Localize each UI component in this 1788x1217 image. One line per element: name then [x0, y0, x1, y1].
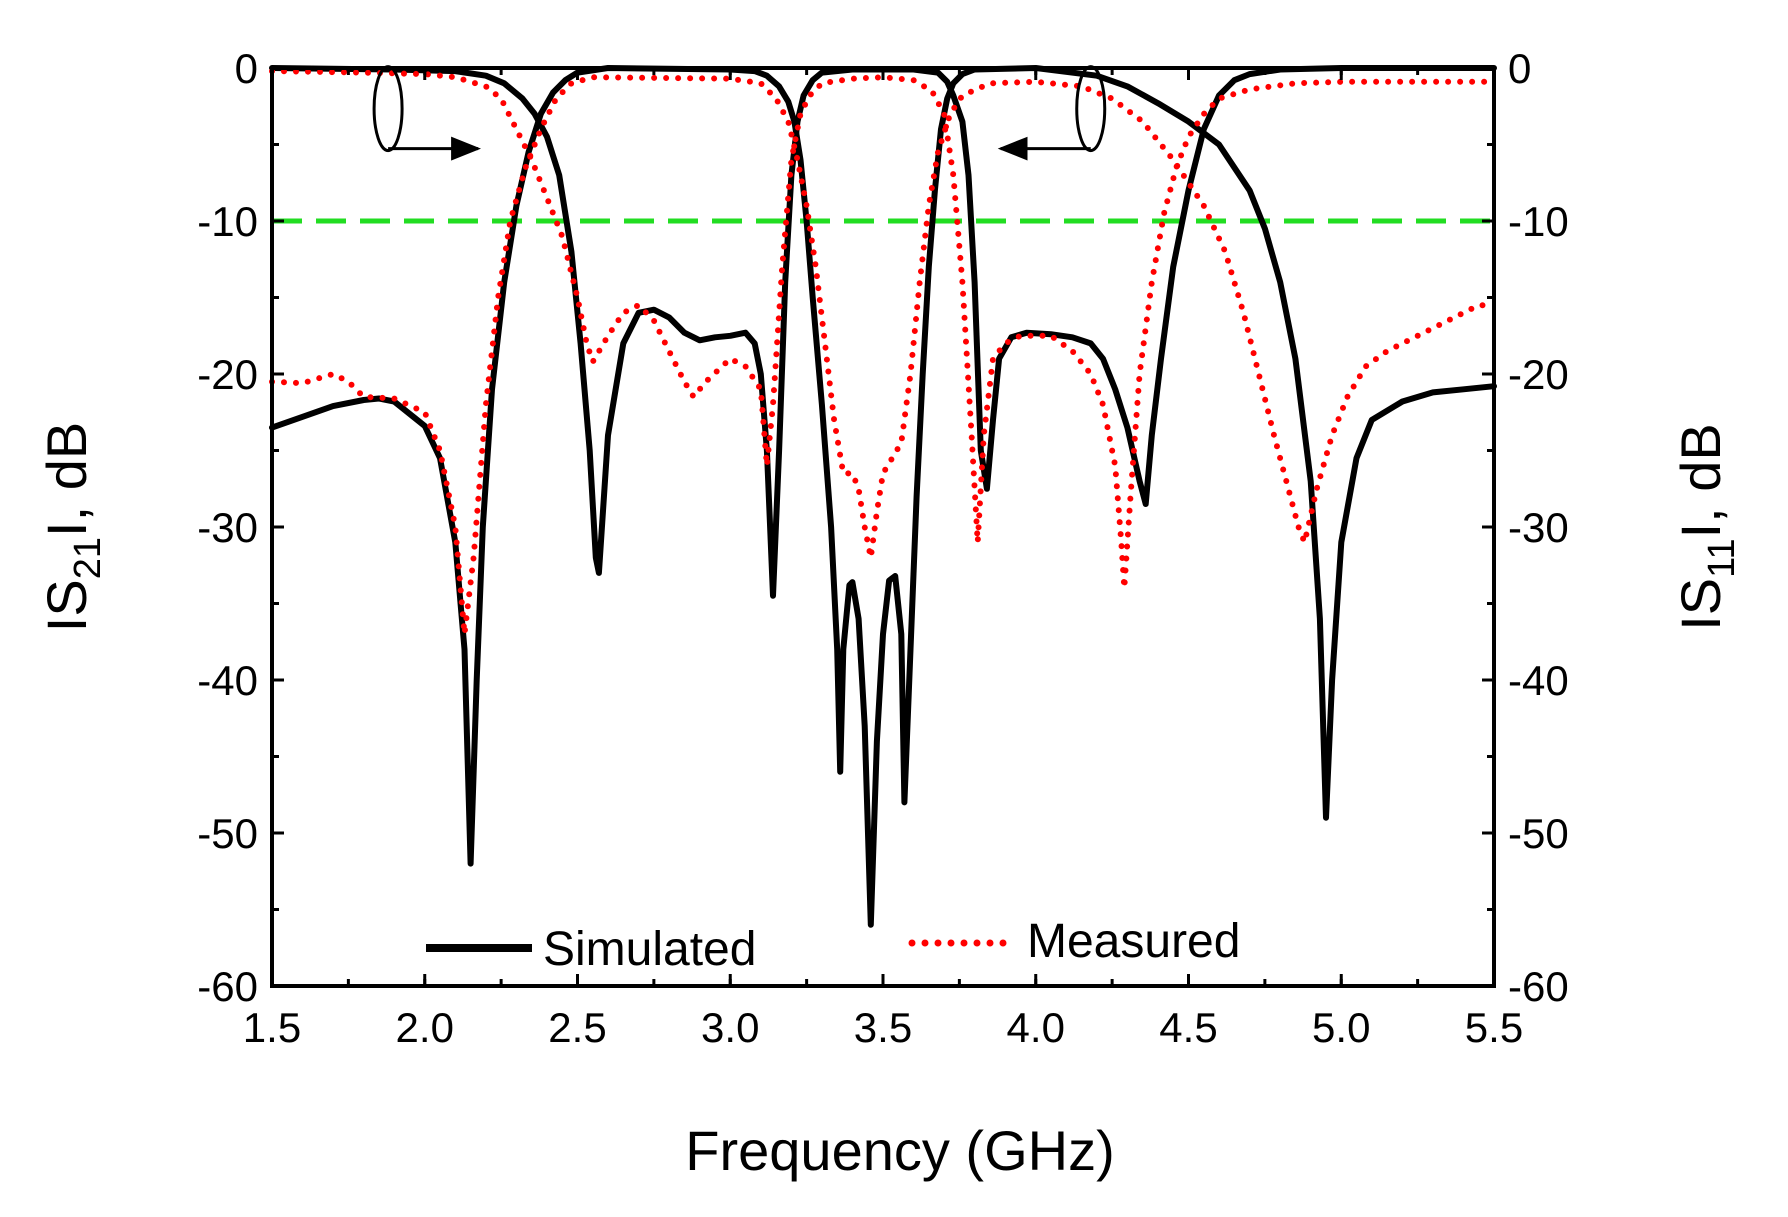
legend: Simulated Measured: [426, 915, 1240, 976]
x-tick-label: 1.5: [243, 1004, 301, 1051]
y-right-title-main: IS: [1669, 578, 1732, 631]
series-simulated-s11: [269, 65, 1497, 928]
annotation-ellipse: [1075, 65, 1107, 153]
y-axis-left-title: IS21I, dB: [35, 422, 109, 632]
y-right-tick-label: -40: [1508, 657, 1569, 704]
svg-text:IS11I, dB: IS11I, dB: [1669, 423, 1743, 631]
x-tick-label: 2.0: [396, 1004, 454, 1051]
y-left-tick-label: -60: [197, 963, 258, 1010]
y-left-tick-label: -40: [197, 657, 258, 704]
y-left-tick-label: -50: [197, 810, 258, 857]
y-right-tick-label: 0: [1508, 45, 1531, 92]
y-right-tick-label: -60: [1508, 963, 1569, 1010]
y-left-tick-label: -10: [197, 198, 258, 245]
annotation-arrow-left: [997, 65, 1107, 161]
x-tick-label: 5.0: [1312, 1004, 1370, 1051]
y-right-tick-label: -20: [1508, 351, 1569, 398]
y-left-title-rest: I, dB: [35, 422, 98, 537]
svg-text:IS21I, dB: IS21I, dB: [35, 422, 109, 632]
x-tick-label: 4.5: [1159, 1004, 1217, 1051]
y-left-tick-label: -30: [197, 504, 258, 551]
x-tick-label: 5.5: [1465, 1004, 1523, 1051]
y-left-tick-label: -20: [197, 351, 258, 398]
annotation-arrow-right: [372, 65, 482, 161]
y-right-title-sub: 11: [1701, 538, 1743, 577]
annotations-layer: [372, 65, 1107, 161]
y-right-tick-label: -10: [1508, 198, 1569, 245]
series-simulated-s21: [269, 65, 1497, 599]
y-left-tick-label: 0: [235, 45, 258, 92]
ticks-layer: 1.5 2.0 2.5 3.0 3.5 4.0 4.5 5.0 5.5 0 0 -10 -10 -20 -2…: [197, 45, 1568, 1051]
series-measured-s21: [269, 68, 1497, 592]
legend-label-measured: Measured: [1027, 915, 1240, 968]
y-left-title-sub: 21: [67, 537, 109, 579]
x-tick-label: 2.5: [548, 1004, 606, 1051]
x-tick-label: 3.5: [854, 1004, 912, 1051]
x-axis-title: Frequency (GHz): [685, 1119, 1114, 1182]
y-axis-right-title: IS11I, dB: [1669, 423, 1743, 631]
y-right-tick-label: -50: [1508, 810, 1569, 857]
x-tick-label: 4.0: [1007, 1004, 1065, 1051]
annotation-ellipse: [372, 65, 404, 153]
legend-label-simulated: Simulated: [543, 923, 756, 976]
y-right-tick-label: -30: [1508, 504, 1569, 551]
x-tick-label: 3.0: [701, 1004, 759, 1051]
y-right-title-rest: I, dB: [1669, 423, 1732, 538]
series-layer: [269, 65, 1497, 928]
y-left-title-main: IS: [35, 579, 98, 632]
